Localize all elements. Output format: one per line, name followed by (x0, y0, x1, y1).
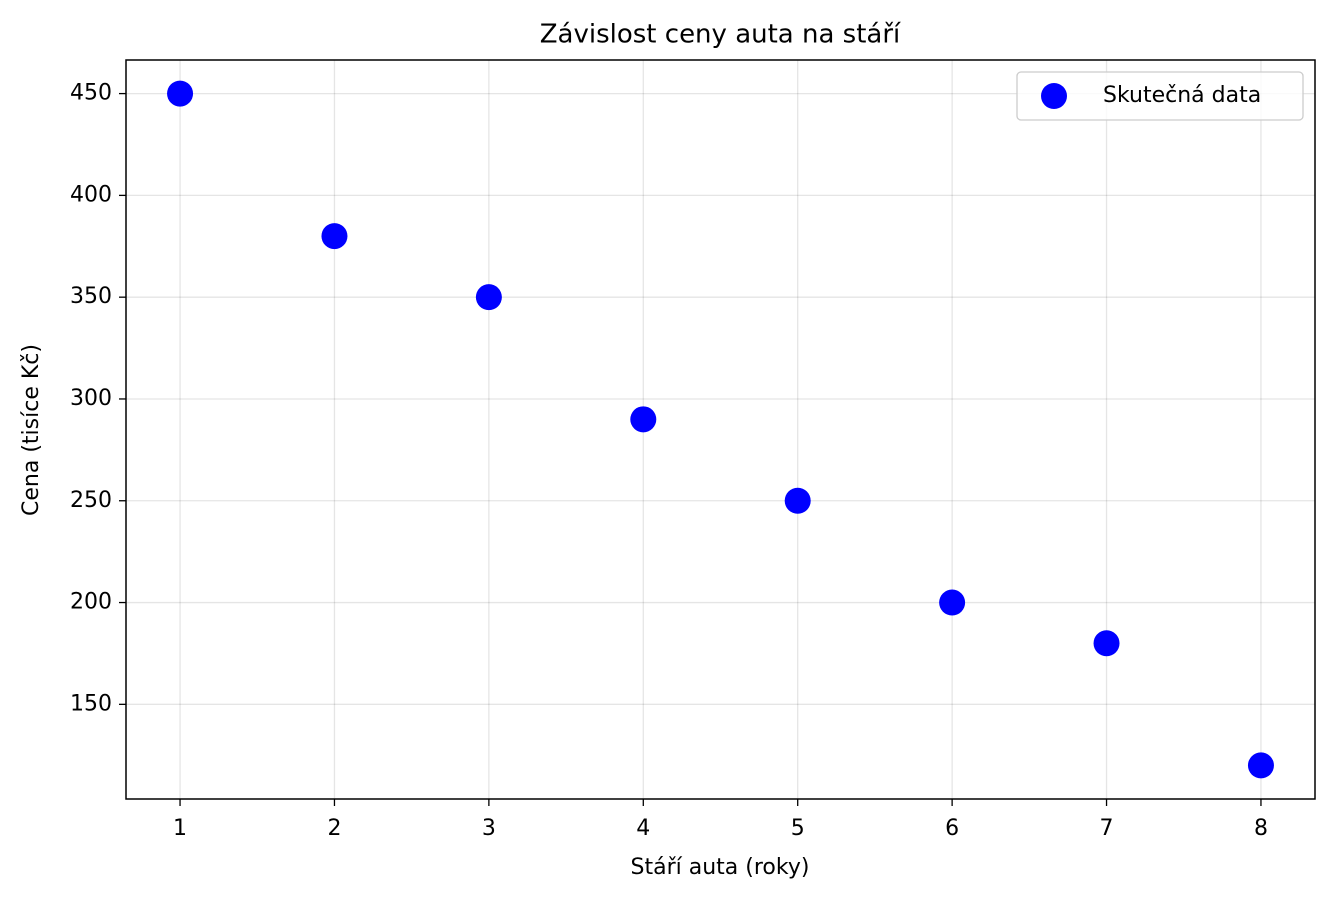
legend-label: Skutečná data (1103, 83, 1261, 108)
x-tick-label: 2 (327, 816, 341, 841)
x-tick-label: 5 (791, 816, 805, 841)
x-axis-label: Stáří auta (roky) (631, 855, 810, 880)
point (1093, 630, 1120, 657)
x-tick-label: 3 (482, 816, 496, 841)
x-tick-label: 7 (1100, 816, 1114, 841)
y-tick-label: 200 (70, 590, 112, 615)
point (321, 223, 348, 250)
y-tick-label: 350 (70, 284, 112, 309)
y-tick-label: 150 (70, 691, 112, 716)
point (630, 406, 657, 433)
chart-title: Závislost ceny auta na stáří (540, 20, 901, 50)
y-tick-label: 250 (70, 488, 112, 513)
point (784, 487, 811, 514)
y-axis-label: Cena (tisíce Kč) (19, 344, 44, 516)
plot-frame (125, 59, 1316, 800)
point (1247, 752, 1274, 779)
x-tick-label: 6 (945, 816, 959, 841)
x-tick-label: 8 (1254, 816, 1268, 841)
y-tick-label: 400 (70, 182, 112, 207)
point (939, 589, 966, 616)
legend-marker (1041, 83, 1067, 109)
point (475, 284, 502, 311)
y-tick-label: 300 (70, 386, 112, 411)
point (167, 80, 194, 107)
x-tick-label: 4 (636, 816, 650, 841)
x-tick-label: 1 (173, 816, 187, 841)
legend-box (1016, 71, 1304, 121)
y-tick-label: 450 (70, 81, 112, 106)
